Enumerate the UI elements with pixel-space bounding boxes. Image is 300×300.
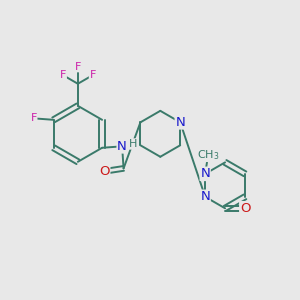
Text: H: H [129, 139, 137, 149]
Text: O: O [240, 202, 250, 215]
Text: F: F [30, 113, 37, 123]
Text: N: N [200, 190, 210, 203]
Text: F: F [75, 62, 81, 72]
Text: N: N [117, 140, 127, 153]
Text: CH$_3$: CH$_3$ [197, 148, 219, 162]
Text: F: F [89, 70, 96, 80]
Text: O: O [99, 165, 110, 178]
Text: F: F [60, 70, 66, 80]
Text: N: N [175, 116, 185, 129]
Text: N: N [200, 167, 210, 180]
